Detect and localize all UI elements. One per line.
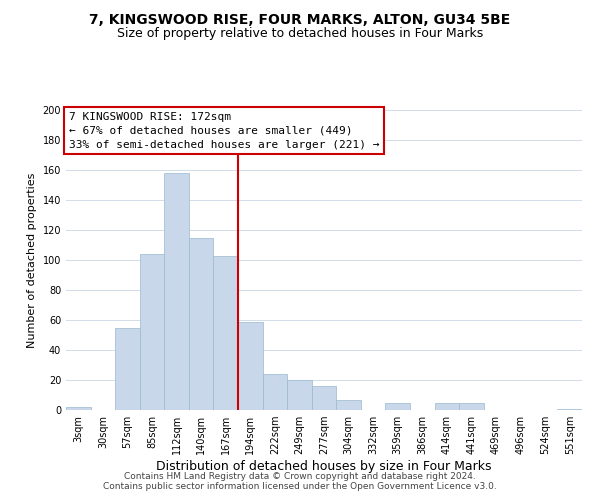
Bar: [557, 408, 582, 410]
Bar: [115, 328, 140, 410]
Bar: [189, 238, 214, 410]
Y-axis label: Number of detached properties: Number of detached properties: [27, 172, 37, 348]
Bar: [434, 402, 459, 410]
Bar: [238, 322, 263, 410]
Bar: [312, 386, 336, 410]
Bar: [164, 173, 189, 410]
Text: Size of property relative to detached houses in Four Marks: Size of property relative to detached ho…: [117, 28, 483, 40]
Text: 7 KINGSWOOD RISE: 172sqm
← 67% of detached houses are smaller (449)
33% of semi-: 7 KINGSWOOD RISE: 172sqm ← 67% of detach…: [68, 112, 379, 150]
Bar: [66, 407, 91, 410]
Bar: [214, 256, 238, 410]
Bar: [336, 400, 361, 410]
Bar: [287, 380, 312, 410]
Text: Contains public sector information licensed under the Open Government Licence v3: Contains public sector information licen…: [103, 482, 497, 491]
X-axis label: Distribution of detached houses by size in Four Marks: Distribution of detached houses by size …: [156, 460, 492, 473]
Bar: [263, 374, 287, 410]
Bar: [140, 254, 164, 410]
Bar: [385, 402, 410, 410]
Text: Contains HM Land Registry data © Crown copyright and database right 2024.: Contains HM Land Registry data © Crown c…: [124, 472, 476, 481]
Bar: [459, 402, 484, 410]
Text: 7, KINGSWOOD RISE, FOUR MARKS, ALTON, GU34 5BE: 7, KINGSWOOD RISE, FOUR MARKS, ALTON, GU…: [89, 12, 511, 26]
